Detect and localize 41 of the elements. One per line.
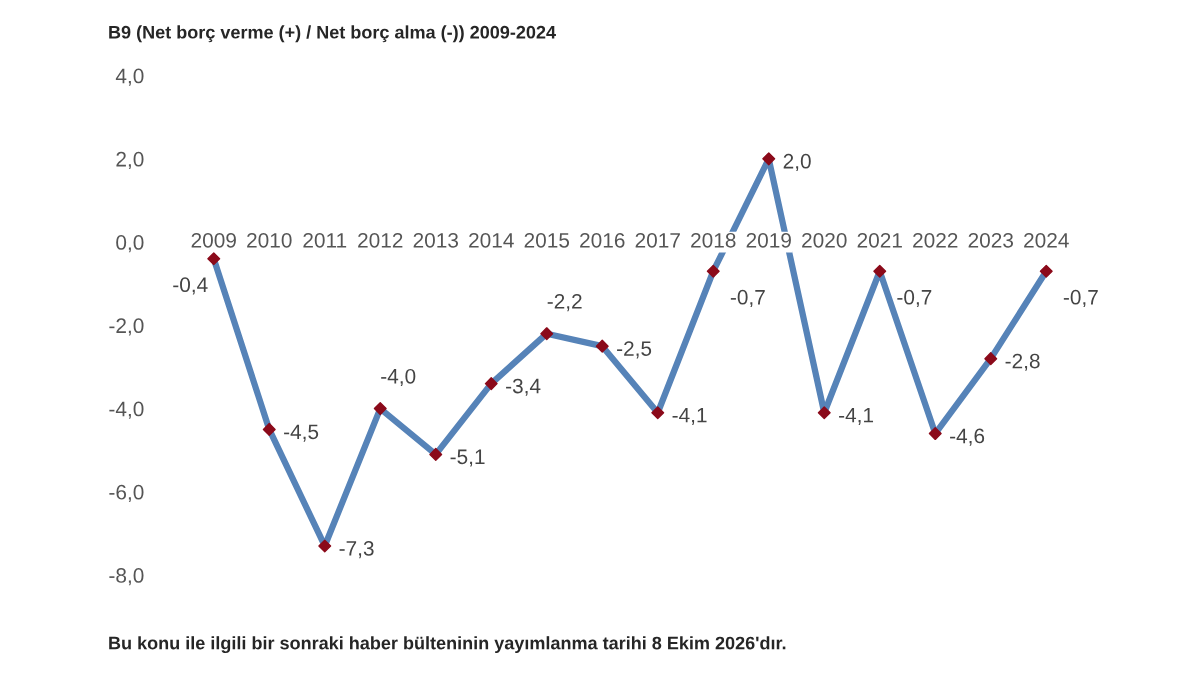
x-tick-label: 2009 <box>191 232 236 248</box>
x-tick-label: 2013 <box>413 232 459 248</box>
y-tick-label: 2,0 <box>116 151 144 170</box>
y-tick-label: -8,0 <box>109 568 144 586</box>
x-tick-label: 2014 <box>469 232 514 248</box>
data-label: -5,1 <box>450 449 485 467</box>
x-tick-label: 2020 <box>802 232 847 248</box>
data-label: 2,0 <box>783 153 811 172</box>
x-tick-label: 2012 <box>358 232 403 248</box>
data-label: -4,6 <box>950 428 985 446</box>
data-label: -0,7 <box>897 289 932 308</box>
chart-title: B9 (Net borç verme (+) / Net borç alma (-)) 2009-2024 <box>109 25 556 43</box>
data-label: -2,2 <box>547 293 582 312</box>
x-tick-label: 2024 <box>1024 232 1069 248</box>
x-tick-label: 2022 <box>913 232 958 248</box>
data-label: -7,3 <box>339 540 374 559</box>
y-tick-label: -2,0 <box>109 318 144 336</box>
x-tick-label: 2017 <box>635 232 680 248</box>
x-tick-label: 2019 <box>746 232 791 248</box>
y-tick-label: -6,0 <box>109 484 144 503</box>
x-tick-label: 2021 <box>857 232 902 248</box>
y-tick-label: -4,0 <box>109 401 144 419</box>
y-tick-label: 4,0 <box>115 68 144 86</box>
data-label: -4,1 <box>672 407 707 425</box>
data-label: -0,7 <box>1063 289 1098 308</box>
x-tick-label: 2015 <box>524 232 570 248</box>
data-label: -4,5 <box>284 424 319 442</box>
data-label: -3,4 <box>506 378 541 396</box>
data-label: -4,1 <box>839 407 874 425</box>
x-tick-label: 2023 <box>968 232 1014 248</box>
y-tick-label: 0,0 <box>116 235 144 253</box>
data-label: -2,8 <box>1005 353 1040 371</box>
text: Bu konu ile ilgili bir sonraki haber bülteninin yayımlanma tarihi 8 Ekim 2026'dır. <box>109 636 786 654</box>
x-tick-label: 2010 <box>247 232 292 248</box>
x-tick-label: 2018 <box>691 232 736 248</box>
data-label: -0,4 <box>173 277 208 295</box>
data-label: -2,5 <box>617 341 652 359</box>
x-tick-label: 2016 <box>580 232 625 248</box>
data-label: -0,7 <box>730 289 765 308</box>
data-label: -4,0 <box>381 368 416 387</box>
x-tick-label: 2011 <box>303 232 347 248</box>
